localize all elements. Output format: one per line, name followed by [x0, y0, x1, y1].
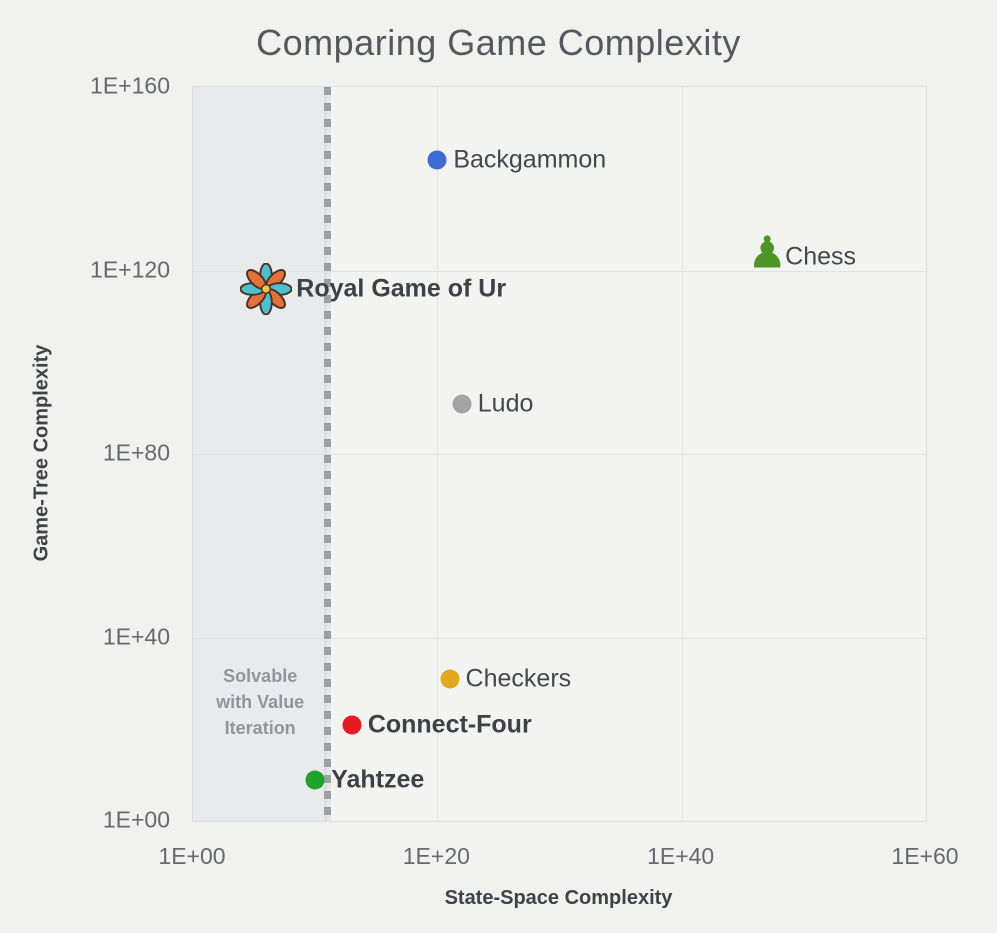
point-label-backgammon: Backgammon [453, 145, 607, 174]
point-label-royal-game-of-ur: Royal Game of Ur [296, 274, 507, 303]
point-label-checkers: Checkers [465, 664, 572, 693]
point-label-ludo: Ludo [477, 389, 534, 418]
solvable-region-label-line3: Iteration [224, 718, 296, 738]
ludo-dot [452, 394, 472, 414]
y-tick-label: 1E+160 [90, 72, 170, 99]
chess-pawn-icon: ♟ [747, 227, 787, 279]
point-label-chess: Chess [785, 242, 857, 271]
y-tick-label: 1E+80 [102, 439, 170, 466]
y-tick-label: 1E+120 [90, 256, 170, 282]
x-tick-label: 1E+20 [402, 843, 470, 869]
checkers-dot [440, 669, 460, 689]
x-tick-label: 1E+00 [158, 843, 226, 869]
gridline-horizontal [193, 637, 926, 639]
point-label-yahtzee: Yahtzee [331, 765, 425, 794]
x-tick-label: 1E+60 [891, 843, 959, 869]
point-label-connect-four: Connect-Four [367, 710, 532, 739]
ur-rosette-icon [239, 262, 293, 316]
x-axis-title: State-Space Complexity [444, 887, 673, 909]
y-tick-label: 1E+00 [102, 806, 170, 833]
solvable-region-label-line1: Solvable [223, 666, 298, 686]
backgammon-dot [427, 150, 447, 170]
gridline-horizontal [193, 454, 926, 455]
yahtzee-dot [305, 770, 325, 790]
connect-four-dot [342, 715, 362, 735]
solvable-region-label-line2: with Value [216, 692, 305, 712]
x-tick-label: 1E+40 [647, 843, 715, 869]
solvable-boundary-line [323, 87, 331, 821]
gridline-horizontal [193, 270, 926, 272]
chart-title: Comparing Game Complexity [256, 22, 741, 63]
plot-area: Solvable with Value Iteration Backgammon… [192, 86, 927, 822]
y-tick-label: 1E+40 [102, 623, 170, 649]
solvable-region-label: Solvable with Value Iteration [193, 663, 327, 741]
